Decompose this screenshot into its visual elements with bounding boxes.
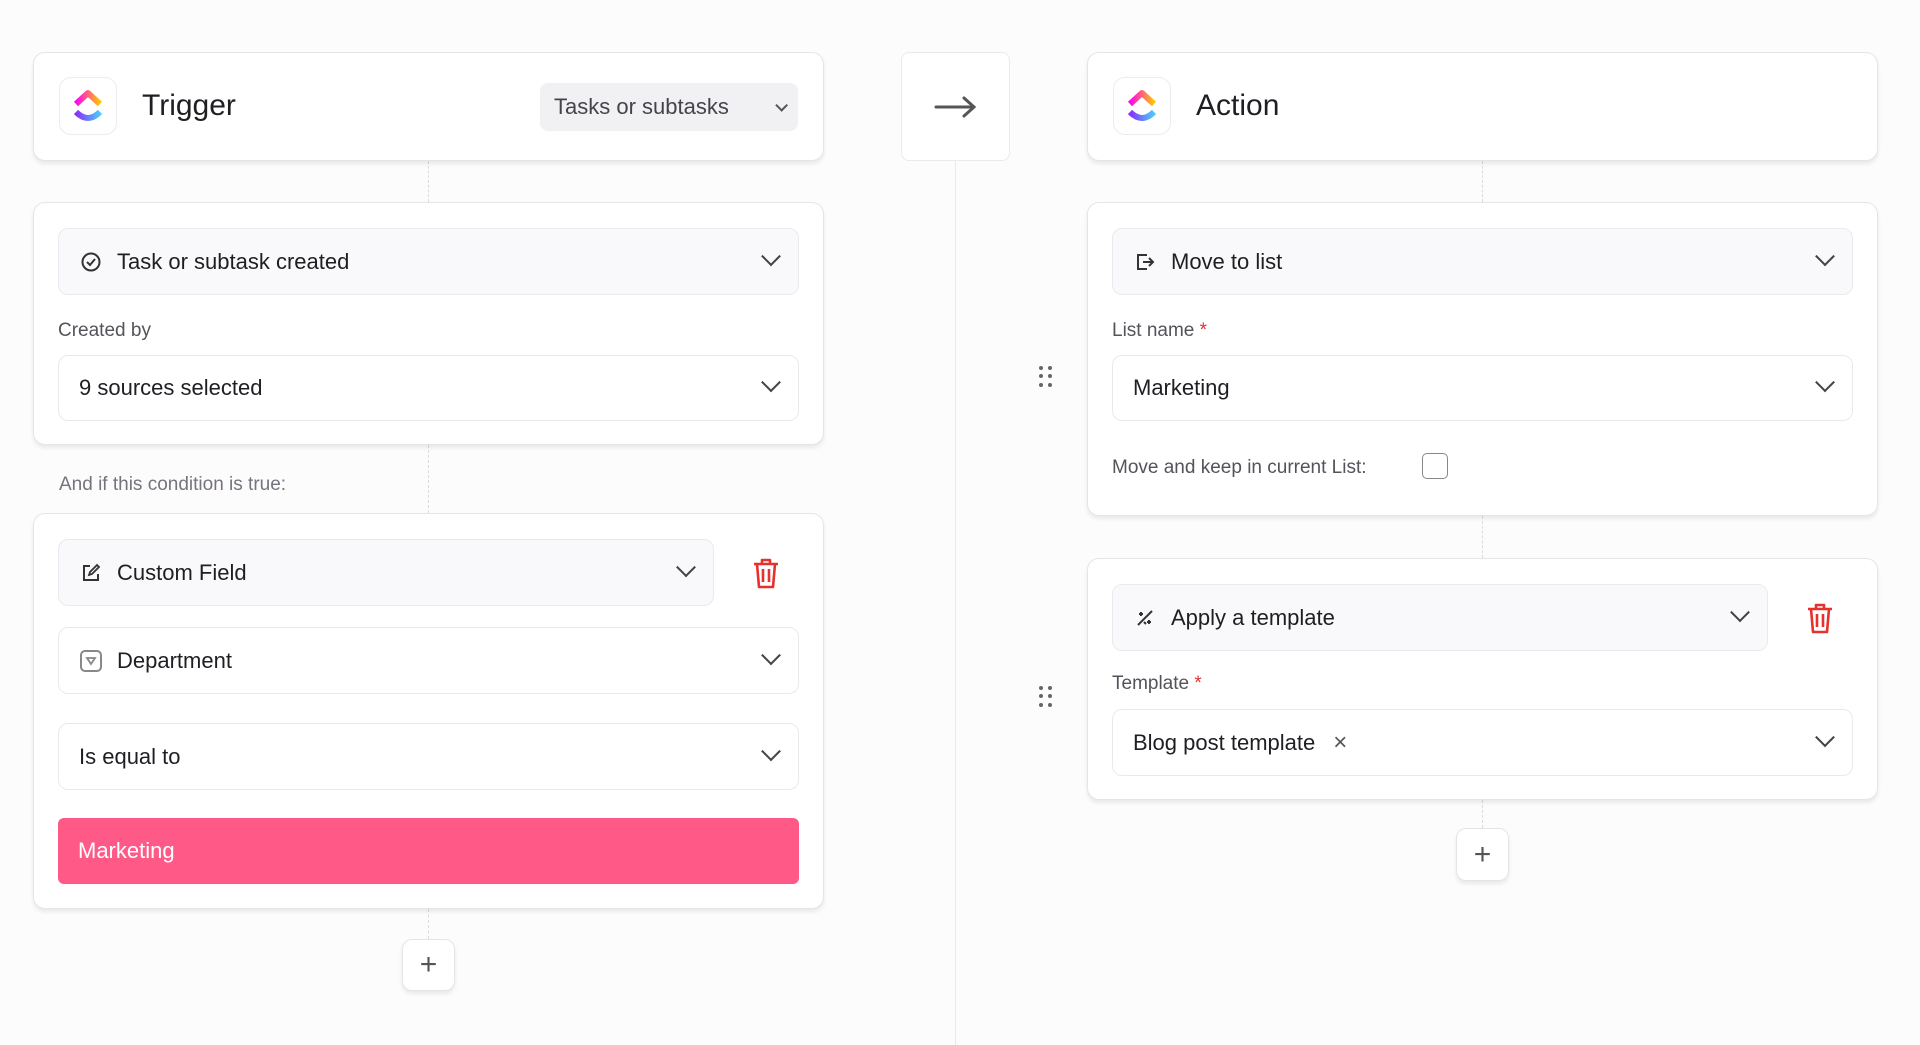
trigger-header-card: Trigger Tasks or subtasks	[33, 52, 824, 161]
template-select[interactable]: Blog post template ×	[1112, 709, 1853, 776]
trigger-title: Trigger	[142, 89, 236, 122]
condition-value-select[interactable]: Marketing	[58, 818, 799, 884]
list-name-value: Marketing	[1133, 375, 1230, 400]
plus-icon: +	[1473, 837, 1492, 871]
trigger-event-value: Task or subtask created	[117, 248, 350, 274]
delete-condition-trash-icon[interactable]	[751, 556, 781, 590]
connector	[428, 445, 429, 513]
list-name-label: List name *	[1112, 320, 1208, 341]
action-type-select[interactable]: Apply a template	[1112, 584, 1768, 651]
clickup-logo	[1113, 77, 1171, 135]
connector	[428, 909, 429, 939]
list-name-select[interactable]: Marketing	[1112, 355, 1853, 421]
operator-select[interactable]: Is equal to	[58, 723, 799, 790]
chevron-down-icon	[1815, 726, 1835, 747]
remove-template-icon[interactable]: ×	[1333, 728, 1348, 756]
created-by-select[interactable]: 9 sources selected	[58, 355, 799, 421]
chevron-down-icon	[1730, 601, 1750, 622]
trigger-scope-label: Tasks or subtasks	[554, 94, 729, 119]
move-icon	[1133, 250, 1157, 274]
action-title: Action	[1196, 89, 1280, 122]
chevron-down-icon	[761, 740, 781, 761]
magic-wand-icon	[1133, 606, 1157, 630]
action-type-value: Apply a template	[1171, 604, 1335, 630]
action-type-select[interactable]: Move to list	[1112, 228, 1853, 295]
chevron-down-icon	[775, 98, 788, 112]
action-header-card: Action	[1087, 52, 1878, 161]
chevron-down-icon	[1815, 372, 1835, 393]
condition-type-select[interactable]: Custom Field	[58, 539, 714, 606]
chevron-down-icon	[761, 245, 781, 266]
divider	[955, 161, 956, 1045]
check-circle-icon	[79, 250, 103, 274]
move-to-list-card: Move to list List name * Marketing Move …	[1087, 202, 1878, 516]
template-label: Template *	[1112, 673, 1202, 694]
drag-handle-icon[interactable]	[1039, 686, 1053, 708]
trigger-body-card: Task or subtask created Created by 9 sou…	[33, 202, 824, 445]
keep-in-list-label: Move and keep in current List:	[1112, 457, 1367, 478]
keep-in-list-checkbox[interactable]	[1422, 453, 1448, 479]
arrow-right-icon	[934, 96, 976, 117]
connector	[428, 161, 429, 202]
chevron-down-icon	[761, 372, 781, 393]
created-by-value: 9 sources selected	[79, 375, 263, 400]
drag-handle-icon[interactable]	[1039, 366, 1053, 388]
apply-template-card: Apply a template Template * Blog post te…	[1087, 558, 1878, 800]
operator-value: Is equal to	[79, 743, 181, 769]
connector	[1482, 516, 1483, 558]
connector	[1482, 800, 1483, 828]
custom-field-select[interactable]: Department	[58, 627, 799, 694]
dropdown-field-icon	[79, 649, 103, 673]
delete-action-trash-icon[interactable]	[1805, 601, 1835, 635]
trigger-scope-dropdown[interactable]: Tasks or subtasks	[540, 83, 798, 131]
template-value: Blog post template	[1133, 729, 1316, 755]
add-action-button[interactable]: +	[1456, 828, 1509, 881]
created-by-label: Created by	[58, 320, 151, 341]
clickup-logo	[59, 77, 117, 135]
condition-type-value: Custom Field	[117, 559, 247, 585]
arrow-connector	[901, 52, 1010, 161]
plus-icon: +	[419, 948, 438, 981]
trigger-event-select[interactable]: Task or subtask created	[58, 228, 799, 295]
chevron-down-icon	[1815, 245, 1835, 266]
chevron-down-icon	[676, 556, 696, 577]
chevron-down-icon	[761, 644, 781, 665]
add-condition-button[interactable]: +	[402, 939, 455, 991]
connector	[1482, 161, 1483, 202]
edit-icon	[79, 561, 103, 585]
condition-intro: And if this condition is true:	[59, 474, 287, 495]
condition-card: Custom Field Department Is equal to Mark…	[33, 513, 824, 909]
action-type-value: Move to list	[1171, 248, 1283, 274]
condition-value: Marketing	[78, 838, 175, 863]
custom-field-value: Department	[117, 647, 232, 673]
